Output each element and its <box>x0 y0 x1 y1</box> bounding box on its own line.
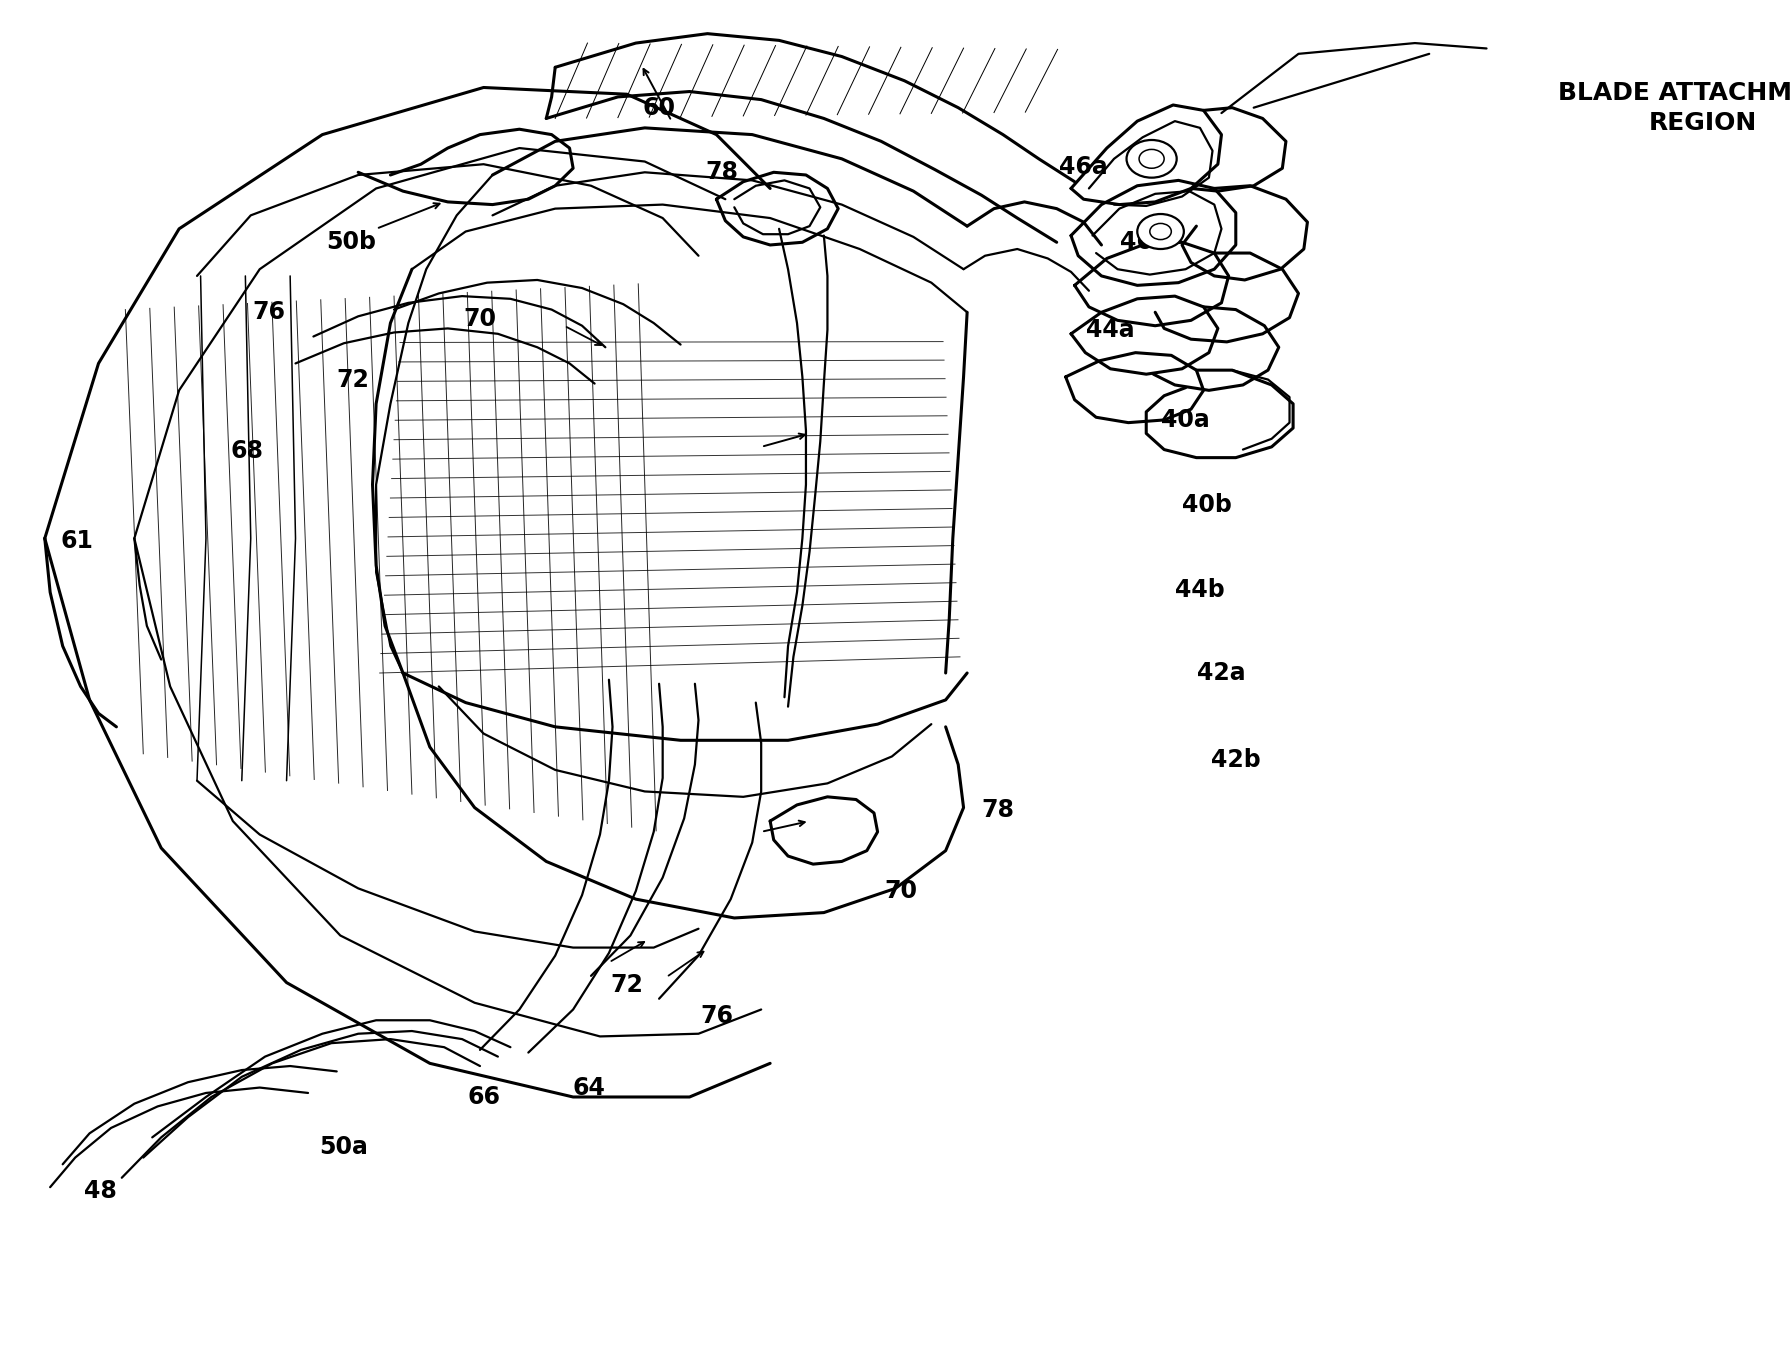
Text: 48: 48 <box>84 1179 116 1203</box>
Circle shape <box>1137 214 1184 249</box>
Text: 76: 76 <box>253 300 285 324</box>
Text: 46b: 46b <box>1119 230 1170 254</box>
Circle shape <box>1139 149 1164 168</box>
Text: 70: 70 <box>885 879 917 903</box>
Text: 72: 72 <box>611 973 643 997</box>
Text: 68: 68 <box>231 439 263 463</box>
Text: 78: 78 <box>706 160 738 184</box>
Text: 64: 64 <box>573 1075 605 1100</box>
Text: 50a: 50a <box>319 1135 369 1159</box>
Text: BLADE ATTACHMENT
REGION: BLADE ATTACHMENT REGION <box>1558 81 1791 135</box>
Text: 72: 72 <box>337 367 369 392</box>
Circle shape <box>1150 223 1171 240</box>
Text: 66: 66 <box>467 1085 500 1109</box>
Text: 76: 76 <box>700 1004 733 1028</box>
Text: 60: 60 <box>643 96 675 120</box>
Text: 40a: 40a <box>1161 408 1211 432</box>
Text: 44a: 44a <box>1085 318 1135 342</box>
Text: 42b: 42b <box>1211 748 1261 773</box>
Text: 40b: 40b <box>1182 493 1232 517</box>
Text: 78: 78 <box>981 798 1014 822</box>
Text: 42a: 42a <box>1196 661 1247 685</box>
Text: 46a: 46a <box>1058 155 1109 179</box>
Text: 70: 70 <box>464 307 496 331</box>
Circle shape <box>1127 140 1177 178</box>
Text: 50b: 50b <box>326 230 376 254</box>
Text: 44b: 44b <box>1175 577 1225 602</box>
Text: 61: 61 <box>61 529 93 553</box>
